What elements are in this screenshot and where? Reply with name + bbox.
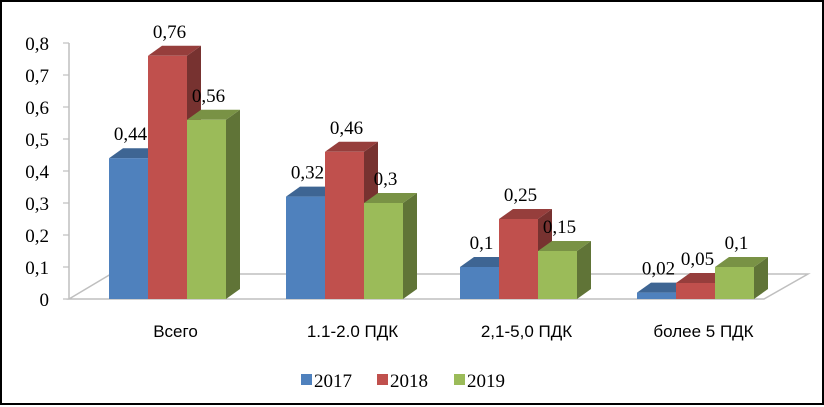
data-label-2018-3: 0,05 bbox=[681, 249, 714, 270]
y-tick-label: 0,5 bbox=[25, 130, 49, 151]
y-tick-label: 0,1 bbox=[25, 258, 49, 279]
data-label-2018-0: 0,76 bbox=[153, 22, 186, 43]
bar-top-2019-0 bbox=[187, 109, 240, 120]
data-label-2018-1: 0,46 bbox=[330, 118, 363, 139]
data-label-2017-1: 0,32 bbox=[291, 163, 324, 184]
bar-2017-2 bbox=[460, 267, 499, 299]
bar-2017-3 bbox=[637, 292, 676, 299]
x-tick-label: более 5 ПДК bbox=[653, 322, 753, 341]
bar-2018-2 bbox=[499, 219, 538, 299]
data-label-2019-0: 0,56 bbox=[192, 86, 225, 107]
y-tick-label: 0,7 bbox=[25, 66, 49, 87]
data-label-2017-3: 0,02 bbox=[642, 259, 675, 280]
bar-2018-1 bbox=[325, 151, 364, 299]
bar-top-2018-2 bbox=[499, 209, 552, 219]
bar-top-2018-0 bbox=[148, 45, 201, 56]
y-tick-label: 0,6 bbox=[25, 98, 49, 119]
bar-side-2019-3 bbox=[754, 257, 768, 299]
y-tick-label: 0,2 bbox=[25, 226, 49, 247]
y-tick-label: 0,3 bbox=[25, 194, 49, 215]
bar-2018-0 bbox=[148, 55, 187, 299]
legend-label: 2019 bbox=[467, 371, 505, 392]
y-tick-label: 0,8 bbox=[25, 34, 49, 55]
legend-swatch-2019 bbox=[454, 374, 465, 385]
bar-top-2019-2 bbox=[538, 241, 591, 251]
data-label-2019-3: 0,1 bbox=[725, 233, 749, 254]
bar-side-2019-0 bbox=[226, 109, 240, 299]
x-tick-label: Всего bbox=[153, 322, 198, 341]
x-tick-label: 2,1-5,0 ПДК bbox=[481, 322, 572, 341]
data-label-2017-2: 0,1 bbox=[470, 233, 494, 254]
data-label-2017-0: 0,44 bbox=[114, 124, 148, 145]
legend-label: 2018 bbox=[390, 371, 428, 392]
legend-label: 2017 bbox=[314, 371, 352, 392]
bar-2019-1 bbox=[364, 203, 403, 299]
legend-swatch-2018 bbox=[377, 374, 388, 385]
y-tick-label: 0 bbox=[40, 290, 50, 311]
bar-2019-0 bbox=[187, 119, 226, 299]
bar-2019-3 bbox=[715, 267, 754, 299]
y-tick-label: 0,4 bbox=[25, 162, 49, 183]
bar-2017-1 bbox=[286, 196, 325, 299]
x-tick-label: 1.1-2.0 ПДК bbox=[307, 322, 398, 341]
bar-top-2019-1 bbox=[364, 193, 417, 203]
data-label-2018-2: 0,25 bbox=[504, 185, 537, 206]
bar-top-2019-3 bbox=[715, 257, 768, 267]
legend-swatch-2017 bbox=[301, 374, 312, 385]
bar-side-2019-2 bbox=[577, 241, 591, 299]
data-label-2019-2: 0,15 bbox=[543, 217, 576, 238]
bar-side-2019-1 bbox=[403, 193, 417, 299]
bar-top-2018-1 bbox=[325, 141, 378, 152]
bar-2018-3 bbox=[676, 283, 715, 299]
bar-2017-0 bbox=[109, 158, 148, 299]
data-label-2019-1: 0,3 bbox=[374, 169, 398, 190]
bar-2019-2 bbox=[538, 251, 577, 299]
